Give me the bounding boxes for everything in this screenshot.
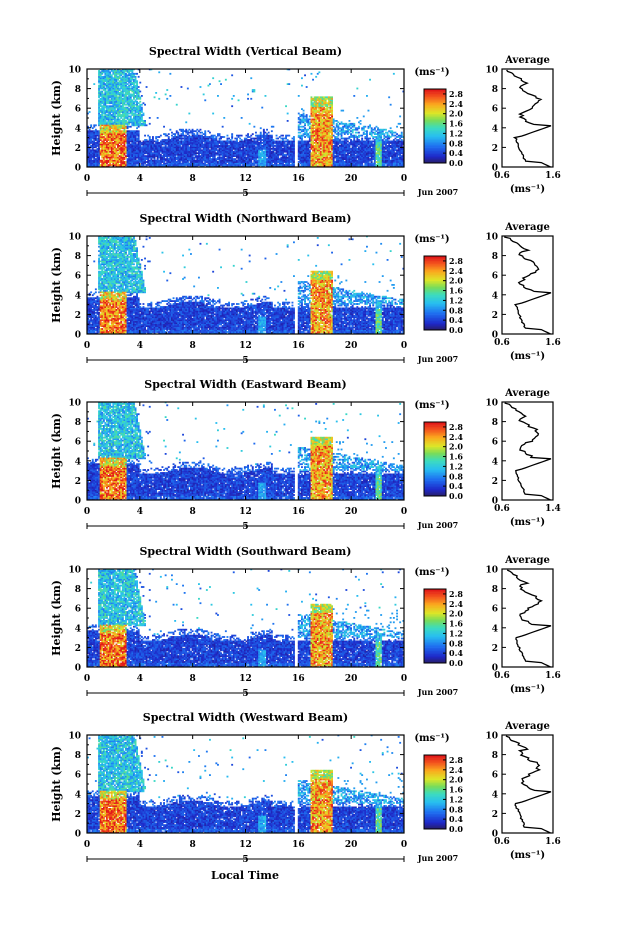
heatmap-cell — [89, 111, 91, 113]
spectral-width-figure: Spectral Width (Vertical Beam)0246810Hei… — [0, 0, 622, 929]
heatmap-cell — [90, 124, 92, 126]
panel-title: Spectral Width (Vertical Beam) — [149, 45, 342, 58]
heatmap — [87, 69, 404, 168]
panel-1: Spectral Width (Vertical Beam)0246810Hei… — [50, 45, 561, 199]
heatmap-cell — [93, 83, 95, 85]
heatmap-cell — [95, 124, 97, 126]
